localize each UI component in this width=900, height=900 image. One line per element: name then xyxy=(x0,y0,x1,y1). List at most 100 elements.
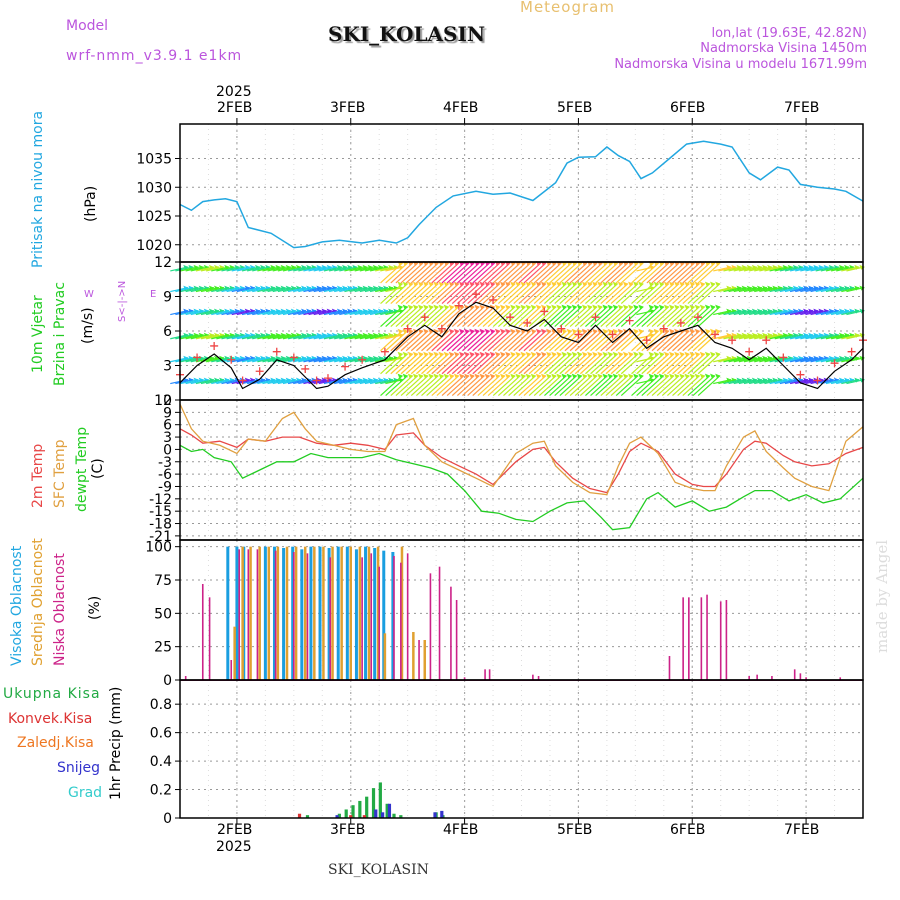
wind-barb xyxy=(641,306,665,328)
wind-barb xyxy=(646,353,670,375)
wind-barb xyxy=(410,375,434,397)
wind-barb-head xyxy=(741,332,747,338)
wind-barb xyxy=(615,306,639,328)
wind-barb-head xyxy=(342,264,348,270)
wind-barb xyxy=(456,283,480,305)
wind-barb-head xyxy=(388,285,394,291)
wind-barb xyxy=(518,262,542,284)
cloud-bar-mid xyxy=(367,546,371,680)
wind-barb-head xyxy=(833,377,839,383)
wind-gust-marker xyxy=(272,347,281,356)
wind-barb xyxy=(508,375,532,397)
wind-barb xyxy=(677,262,701,284)
wind-barb-head xyxy=(443,351,449,357)
wind-barb xyxy=(436,306,460,328)
wind-barb xyxy=(641,262,665,284)
wind-barb-head xyxy=(505,351,511,357)
wind-barb xyxy=(395,283,419,305)
wind-barb xyxy=(554,306,578,328)
wind-barb-head xyxy=(551,328,557,334)
wind-barb-head xyxy=(224,355,230,361)
wind-barb-head xyxy=(219,377,225,383)
wind-barb-head xyxy=(628,304,634,310)
wind-barb xyxy=(482,353,506,375)
wind-barb xyxy=(446,283,470,305)
wind-gust-marker xyxy=(238,376,247,385)
wind-barb-head xyxy=(459,281,465,287)
y-tick-label: 9 xyxy=(163,290,172,306)
wind-barb-head xyxy=(377,308,383,314)
wind-barb-head xyxy=(254,308,260,314)
wind-barb-head xyxy=(306,264,312,270)
wind-barb-head xyxy=(397,328,403,334)
y-tick-label: -3 xyxy=(158,455,172,471)
wind-barb-head xyxy=(183,355,189,361)
wind-barb-head xyxy=(336,332,342,338)
wind-barb-head xyxy=(612,351,618,357)
wind-barb-head xyxy=(270,332,276,338)
wind-barb-head xyxy=(726,377,732,383)
wind-gust-marker xyxy=(312,376,321,385)
wind-barb-head xyxy=(311,332,317,338)
wind-barb xyxy=(528,375,552,397)
wind-barb-head xyxy=(407,304,413,310)
date-bottom-1: 2FEB xyxy=(217,822,253,838)
wind-barb-head xyxy=(393,264,399,270)
cloud-bar-mid xyxy=(276,546,280,680)
wind-barb xyxy=(467,375,491,397)
wind-barb-head xyxy=(715,351,721,357)
wind-barb-head xyxy=(347,332,353,338)
wind-barb-head xyxy=(377,264,383,270)
wind-barb xyxy=(446,353,470,375)
wind-barb-head xyxy=(566,328,572,334)
wind-barb-head xyxy=(244,377,250,383)
y-tick-label: 0 xyxy=(163,442,172,458)
wind-barb-head xyxy=(208,332,214,338)
wind-gust-marker xyxy=(341,362,350,371)
wind-barb-head xyxy=(388,355,394,361)
wind-barb-head xyxy=(535,373,541,379)
wind-barb-head xyxy=(854,285,860,291)
wind-barb xyxy=(431,306,455,328)
cloud-bar-low xyxy=(839,677,842,680)
wind-barb-head xyxy=(633,351,639,357)
wind-barb-head xyxy=(792,285,798,291)
wind-barb-head xyxy=(803,308,809,314)
wind-barb-head xyxy=(561,351,567,357)
wind-barb xyxy=(492,375,516,397)
wind-barb-head xyxy=(617,281,623,287)
wind-barb-head xyxy=(249,355,255,361)
wind-barb-head xyxy=(438,304,444,310)
model-elevation-label: Nadmorska Visina u modelu 1671.99m xyxy=(614,57,867,72)
wind-barb-head xyxy=(453,281,459,287)
wind-barb-head xyxy=(777,355,783,361)
wind-barb-head xyxy=(612,281,618,287)
wind-barb-head xyxy=(704,304,710,310)
wind-barb-head xyxy=(510,351,516,357)
wind-barb-head xyxy=(628,328,634,334)
wind-barb-head xyxy=(525,351,531,357)
wind-barb xyxy=(533,330,557,352)
wind-barb-head xyxy=(505,304,511,310)
wind-barb xyxy=(564,375,588,397)
wind-barb xyxy=(656,330,680,352)
date-top-6: 7FEB xyxy=(784,100,820,116)
wind-barb-head xyxy=(347,264,353,270)
wind-barb xyxy=(697,353,721,375)
wind-barb-head xyxy=(260,377,266,383)
wind-gust-marker xyxy=(830,359,839,368)
wind-barb-head xyxy=(510,373,516,379)
wind-barb xyxy=(400,306,424,328)
wind-barb-head xyxy=(622,281,628,287)
wind-barb xyxy=(400,262,424,284)
wind-barb-head xyxy=(219,285,225,291)
coords-label: lon,lat (19.63E, 42.82N) xyxy=(711,26,867,41)
wind-barb-head xyxy=(326,355,332,361)
wind-barb-head xyxy=(372,332,378,338)
wind-barb xyxy=(549,353,572,375)
wind-barb-head xyxy=(823,355,829,361)
cloud-bar-low xyxy=(805,677,807,680)
wind-barb-head xyxy=(756,332,762,338)
